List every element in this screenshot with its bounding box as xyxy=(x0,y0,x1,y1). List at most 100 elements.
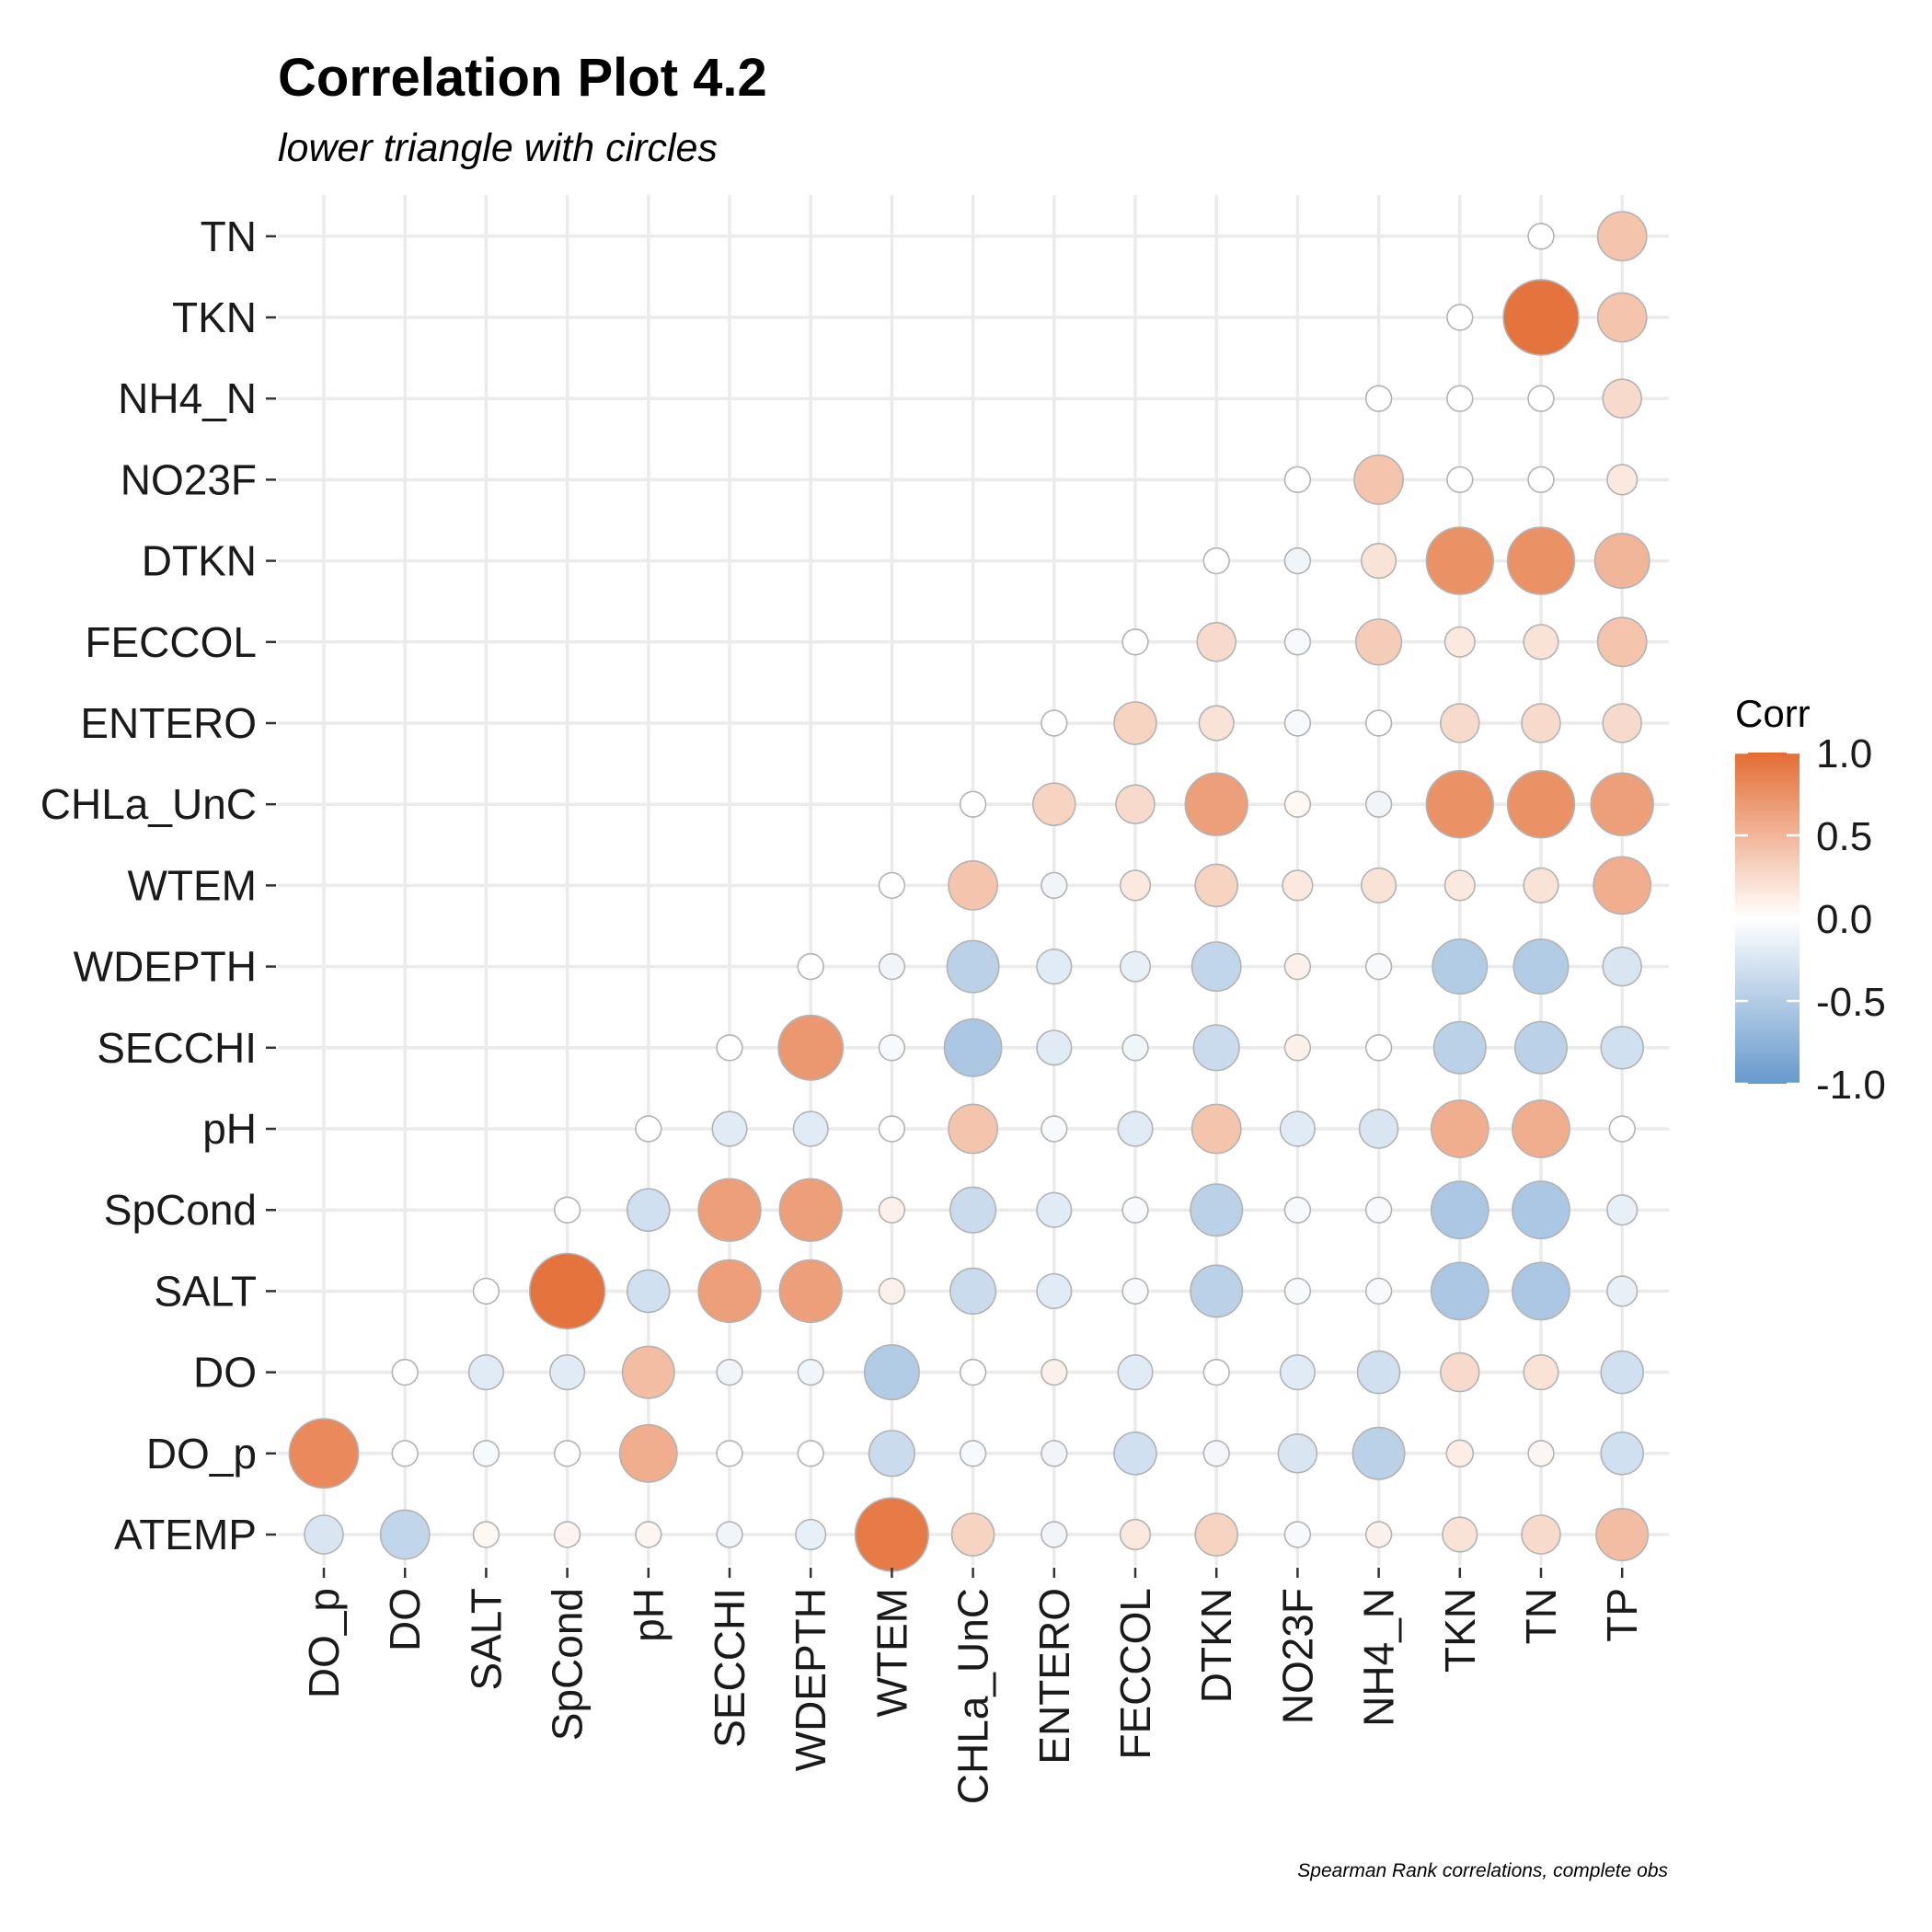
chart-title: Correlation Plot 4.2 xyxy=(278,48,767,108)
y-tick-label-chla-unc: CHLa_UnC xyxy=(40,780,257,828)
corr-circle-secchi-tp xyxy=(1600,1026,1644,1070)
x-tick-label-wtem: WTEM xyxy=(868,1588,915,1718)
corr-circle-entero-nh4-n xyxy=(1364,709,1393,737)
plot-panel xyxy=(278,195,1669,1572)
corr-circle-atemp-entero xyxy=(1041,1521,1068,1548)
corr-circle-atemp-ph xyxy=(635,1521,662,1548)
corr-circle-atemp-tn xyxy=(1521,1514,1561,1555)
corr-circle-secchi-secchi xyxy=(716,1034,743,1062)
corr-circle-wdepth-chla-unc xyxy=(946,939,1000,994)
y-tick-label-atemp: ATEMP xyxy=(114,1511,257,1558)
correlation-circles xyxy=(288,211,1654,1572)
corr-circle-salt-entero xyxy=(1036,1272,1073,1309)
corr-circle-tkn-tkn xyxy=(1446,304,1474,331)
x-tick-label-wdepth: WDEPTH xyxy=(787,1588,834,1771)
corr-circle-tkn-tp xyxy=(1596,292,1648,343)
corr-circle-secchi-no23f xyxy=(1283,1034,1312,1062)
corr-circle-spcond-wtem xyxy=(878,1196,906,1224)
corr-circle-feccol-tkn xyxy=(1443,626,1476,658)
corr-circle-do-p-do xyxy=(391,1440,419,1467)
corr-circle-spcond-secchi xyxy=(697,1178,762,1242)
corr-circle-feccol-nh4-n xyxy=(1354,618,1403,666)
x-tick-label-no23f: NO23F xyxy=(1273,1588,1321,1724)
legend-label: -1.0 xyxy=(1816,1063,1886,1108)
corr-circle-salt-ph xyxy=(626,1269,671,1314)
x-tick-label-do: DO xyxy=(381,1588,429,1651)
corr-circle-spcond-entero xyxy=(1036,1191,1073,1228)
corr-circle-feccol-tn xyxy=(1523,624,1559,661)
corr-circle-salt-feccol xyxy=(1121,1277,1149,1305)
corr-circle-atemp-do-p xyxy=(304,1514,344,1555)
corr-circle-salt-secchi xyxy=(697,1259,762,1324)
x-axis: DO_p DO SALT SpCond pH SECCHI WDEPTH WTEM CHLa_U… xyxy=(300,1568,1646,1804)
corr-circle-wtem-tkn xyxy=(1443,869,1476,902)
y-tick-label-no23f: NO23F xyxy=(121,455,257,503)
x-tick-label-dtkn: DTKN xyxy=(1192,1588,1240,1703)
x-tick-label-secchi: SECCHI xyxy=(706,1588,753,1748)
corr-circle-do-p-secchi xyxy=(716,1440,743,1467)
x-tick-label-entero: ENTERO xyxy=(1030,1588,1078,1765)
corr-circle-chla-unc-no23f xyxy=(1283,790,1312,818)
corr-circle-do-ph xyxy=(621,1345,675,1399)
corr-circle-nh4-n-tp xyxy=(1602,378,1642,420)
corr-circle-do-p-nh4-n xyxy=(1351,1426,1406,1480)
corr-circle-feccol-dtkn xyxy=(1196,621,1236,662)
legend-ticks: 1.0 0.5 0.0 -0.5 -1.0 xyxy=(1735,731,1886,1108)
corr-circle-dtkn-nh4-n xyxy=(1360,542,1397,580)
corr-circle-atemp-chla-unc xyxy=(950,1512,995,1557)
x-tick-label-nh4-n: NH4_N xyxy=(1355,1588,1403,1727)
y-axis: ATEMP DO_p DO SALT SpCond pH SECCHI WDEPTH WTEM C… xyxy=(40,213,276,1558)
corr-circle-chla-unc-dtkn xyxy=(1184,772,1248,836)
corr-circle-do-tkn xyxy=(1440,1351,1480,1393)
corr-circle-secchi-chla-unc xyxy=(943,1018,1003,1077)
corr-circle-spcond-no23f xyxy=(1283,1196,1312,1224)
corr-circle-ph-dtkn xyxy=(1190,1103,1242,1155)
corr-circle-do-entero xyxy=(1041,1358,1068,1386)
y-tick-label-wtem: WTEM xyxy=(127,861,257,909)
corr-circle-entero-feccol xyxy=(1113,701,1157,745)
corr-circle-do-feccol xyxy=(1117,1353,1154,1391)
corr-circle-wtem-chla-unc xyxy=(948,860,999,911)
corr-circle-spcond-tkn xyxy=(1430,1180,1489,1240)
corr-circle-chla-unc-nh4-n xyxy=(1364,790,1393,818)
corr-circle-do-p-tn xyxy=(1527,1440,1555,1467)
corr-circle-atemp-wdepth xyxy=(795,1518,827,1551)
corr-circle-nh4-n-nh4-n xyxy=(1364,385,1393,412)
corr-circle-tkn-tn xyxy=(1502,279,1580,356)
y-tick-label-do: DO xyxy=(193,1349,257,1397)
legend-label: -0.5 xyxy=(1816,980,1886,1025)
y-tick-label-tkn: TKN xyxy=(172,293,257,341)
corr-circle-wtem-dtkn xyxy=(1194,863,1238,908)
corr-circle-entero-dtkn xyxy=(1198,705,1235,742)
y-tick-label-ph: pH xyxy=(202,1105,257,1153)
corr-circle-atemp-feccol xyxy=(1119,1518,1152,1551)
corr-circle-wtem-nh4-n xyxy=(1360,867,1397,904)
corr-circle-do-p-ph xyxy=(618,1423,678,1483)
corr-circle-atemp-do xyxy=(379,1509,431,1560)
corr-circle-atemp-spcond xyxy=(553,1521,581,1548)
x-tick-label-do-p: DO_p xyxy=(300,1588,348,1698)
corr-circle-dtkn-tp xyxy=(1593,533,1650,590)
x-tick-label-chla-unc: CHLa_UnC xyxy=(949,1588,997,1804)
corr-circle-no23f-tp xyxy=(1606,464,1639,496)
corr-circle-do-chla-unc xyxy=(959,1358,987,1386)
corr-circle-do-p-feccol xyxy=(1113,1432,1157,1476)
corr-circle-atemp-secchi xyxy=(716,1521,743,1548)
corr-circle-spcond-nh4-n xyxy=(1364,1196,1393,1224)
corr-circle-atemp-nh4-n xyxy=(1364,1521,1393,1548)
corr-circle-atemp-wtem xyxy=(854,1497,930,1572)
corr-circle-salt-spcond xyxy=(528,1252,606,1330)
corr-circle-tn-tn xyxy=(1527,223,1555,250)
y-tick-label-entero: ENTERO xyxy=(80,699,257,747)
corr-circle-wdepth-tn xyxy=(1512,938,1570,995)
x-tick-label-ph: pH xyxy=(625,1588,673,1642)
corr-circle-wdepth-wtem xyxy=(878,952,906,981)
corr-circle-chla-unc-tn xyxy=(1506,769,1576,839)
corr-circle-no23f-no23f xyxy=(1283,466,1312,494)
corr-circle-wtem-entero xyxy=(1041,871,1068,900)
corr-circle-spcond-wdepth xyxy=(778,1178,843,1242)
corr-circle-nh4-n-tkn xyxy=(1446,385,1474,412)
corr-circle-ph-tn xyxy=(1512,1099,1570,1158)
corr-circle-chla-unc-entero xyxy=(1032,782,1076,827)
corr-circle-spcond-tp xyxy=(1606,1194,1639,1226)
